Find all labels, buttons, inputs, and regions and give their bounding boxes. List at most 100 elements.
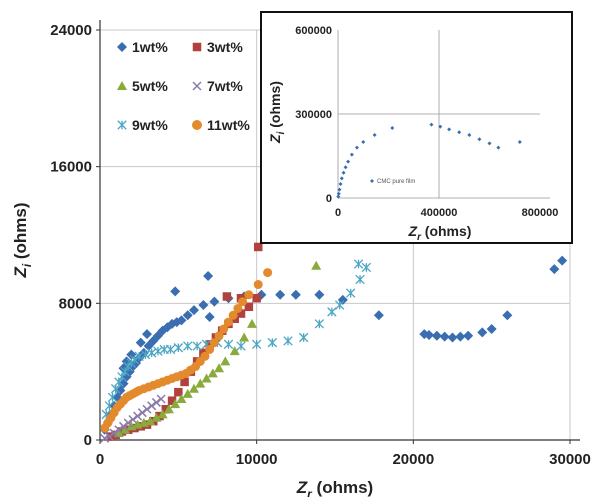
legend-marker bbox=[192, 81, 202, 91]
data-point bbox=[223, 317, 233, 327]
y-axis-title: Zi (ohms) bbox=[11, 202, 34, 278]
inset-ticks: 0 400000 800000 0 300000 600000 bbox=[295, 25, 558, 219]
series-5wtpct bbox=[113, 260, 322, 438]
data-point bbox=[174, 387, 183, 397]
x-tick-label: 0 bbox=[96, 451, 104, 468]
data-point bbox=[176, 315, 187, 326]
data-point bbox=[244, 290, 254, 300]
inset-data-point bbox=[346, 159, 351, 164]
data-point bbox=[146, 348, 157, 358]
data-point bbox=[214, 363, 225, 373]
data-point bbox=[195, 378, 206, 388]
inset-data-point bbox=[343, 165, 348, 170]
inset-data-point bbox=[337, 187, 342, 192]
data-point bbox=[123, 418, 133, 428]
data-point bbox=[170, 286, 181, 297]
x-tick-label: 20000 bbox=[392, 451, 434, 468]
inset-y-tick-label: 300000 bbox=[295, 109, 332, 121]
inset-data-point bbox=[336, 194, 341, 199]
data-point bbox=[151, 397, 161, 407]
data-point bbox=[205, 340, 214, 349]
data-point bbox=[207, 368, 218, 378]
y-tick-label: 8000 bbox=[59, 295, 92, 312]
data-point bbox=[298, 332, 309, 343]
data-point bbox=[180, 377, 189, 387]
inset-data-point bbox=[349, 152, 354, 157]
data-point bbox=[182, 310, 193, 321]
legend-marker bbox=[192, 120, 202, 130]
data-point bbox=[156, 394, 166, 404]
data-point bbox=[137, 408, 147, 418]
data-point bbox=[220, 356, 231, 366]
inset-y-tick-label: 0 bbox=[326, 193, 332, 205]
data-point bbox=[238, 297, 248, 307]
inset-data-point bbox=[517, 140, 522, 144]
data-point bbox=[129, 354, 140, 365]
data-point bbox=[222, 292, 232, 301]
data-point bbox=[147, 401, 157, 411]
data-point bbox=[205, 344, 215, 354]
data-point bbox=[153, 346, 163, 356]
data-point bbox=[107, 392, 118, 403]
data-point bbox=[353, 259, 364, 269]
data-point bbox=[145, 416, 156, 426]
legend-label: 1wt% bbox=[132, 39, 168, 55]
data-point bbox=[183, 341, 193, 351]
inset-y-tick-label: 600000 bbox=[295, 25, 332, 37]
series-11wtpct bbox=[100, 268, 273, 433]
legend-marker bbox=[192, 42, 202, 52]
data-point bbox=[128, 414, 138, 425]
data-point bbox=[151, 412, 162, 422]
data-point bbox=[314, 289, 325, 300]
data-point bbox=[203, 271, 214, 281]
inset-data-point bbox=[354, 145, 359, 150]
inset-frame bbox=[260, 11, 573, 244]
inset-x-tick-label: 800000 bbox=[522, 207, 559, 219]
inset-data-point bbox=[336, 191, 341, 196]
inset-data-point bbox=[390, 126, 395, 130]
data-point bbox=[431, 330, 442, 341]
data-point bbox=[327, 307, 337, 317]
data-point bbox=[290, 289, 301, 300]
data-point bbox=[142, 329, 152, 340]
data-point bbox=[361, 262, 372, 273]
data-point bbox=[100, 433, 110, 443]
data-point bbox=[236, 341, 246, 351]
legend-label: 7wt% bbox=[207, 78, 243, 94]
y-tick-label: 16000 bbox=[50, 159, 92, 176]
main-legend: 1wt% 3wt% 5wt% 7wt% 9wt% 11wt% bbox=[117, 39, 250, 133]
inset-data-point bbox=[339, 176, 344, 181]
data-point bbox=[201, 373, 212, 383]
inset-data-point bbox=[361, 140, 366, 144]
inset-data-point bbox=[372, 133, 377, 137]
inset-legend-label: CMC pure film bbox=[377, 179, 415, 185]
series-7wtpct bbox=[100, 394, 166, 443]
y-tick-label: 24000 bbox=[50, 22, 92, 39]
data-point bbox=[502, 310, 513, 321]
data-point bbox=[424, 329, 434, 340]
data-point bbox=[134, 351, 144, 362]
inset-x-axis-title: Zr (ohms) bbox=[408, 223, 472, 243]
data-point bbox=[209, 296, 220, 307]
data-point bbox=[223, 339, 234, 350]
data-point bbox=[447, 332, 458, 343]
inset-data-point bbox=[457, 130, 462, 135]
data-point bbox=[189, 383, 199, 393]
data-point bbox=[209, 338, 219, 348]
inset-grid bbox=[338, 30, 540, 198]
data-point bbox=[114, 425, 124, 435]
data-point bbox=[182, 388, 193, 398]
series-3wtpct bbox=[106, 242, 263, 441]
legend-marker bbox=[117, 42, 127, 52]
data-point bbox=[263, 268, 273, 278]
data-point bbox=[267, 337, 278, 348]
data-point bbox=[355, 274, 365, 285]
inset-data-point bbox=[467, 133, 472, 137]
data-point bbox=[251, 339, 262, 350]
inset-y-axis-title: Zi (ohms) bbox=[267, 81, 287, 144]
data-point bbox=[204, 312, 215, 322]
inset-series bbox=[336, 122, 522, 199]
legend-label: 3wt% bbox=[207, 39, 243, 55]
data-point bbox=[163, 404, 174, 414]
